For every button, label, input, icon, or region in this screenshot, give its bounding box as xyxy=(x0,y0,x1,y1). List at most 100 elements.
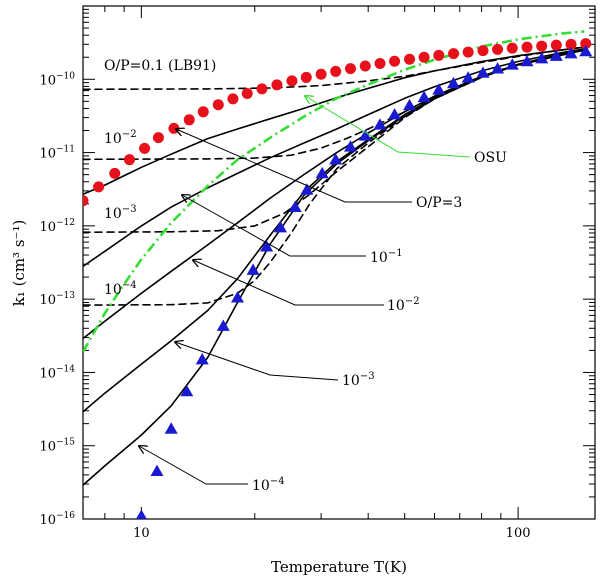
marker-circle xyxy=(492,43,504,55)
marker-circle xyxy=(374,58,386,70)
marker-triangle xyxy=(564,47,578,59)
marker-circle xyxy=(123,154,135,166)
marker-triangle xyxy=(461,71,475,83)
marker-circle xyxy=(550,39,562,51)
marker-triangle xyxy=(315,166,329,179)
marker-circle xyxy=(241,87,253,99)
label-arrow-1e-2: 10−2 xyxy=(387,296,420,314)
marker-triangle xyxy=(388,108,402,120)
marker-circle xyxy=(330,65,342,77)
marker-circle xyxy=(300,71,312,83)
marker-circle xyxy=(286,75,298,87)
marker-triangle xyxy=(180,385,194,397)
marker-circle xyxy=(565,38,577,50)
annotation-leaders xyxy=(139,96,471,485)
marker-circle xyxy=(462,46,474,58)
x-tick-label: 10 xyxy=(133,526,150,541)
marker-circle xyxy=(152,132,164,144)
series-line-6 xyxy=(83,49,586,161)
marker-circle xyxy=(536,40,548,52)
marker-circle xyxy=(580,38,592,50)
marker-triangle xyxy=(231,291,244,303)
y-tick-label: 10−11 xyxy=(39,145,75,162)
series-line-9 xyxy=(83,30,585,353)
marker-triangle xyxy=(195,353,209,365)
marker-triangle xyxy=(505,58,519,70)
annotations: O/P=0.1 (LB91) 10−2 10−3 10−4 OSU O/P=3 … xyxy=(104,58,507,494)
marker-triangle xyxy=(135,509,147,519)
y-tick-label: 10−13 xyxy=(39,291,75,308)
x-axis-title: Temperature T(K) xyxy=(271,558,407,576)
marker-triangle xyxy=(403,98,416,111)
curves xyxy=(83,30,586,486)
series-line-4 xyxy=(83,49,586,486)
y-tick-label: 10−14 xyxy=(39,364,75,381)
marker-circle xyxy=(418,51,430,63)
series-line-2 xyxy=(83,49,586,340)
marker-triangle xyxy=(329,153,343,165)
marker-circle xyxy=(404,53,416,65)
y-tick-label: 10−12 xyxy=(39,218,75,235)
marker-circle xyxy=(521,41,533,53)
marker-triangle xyxy=(447,76,460,89)
leader-1e-4 xyxy=(139,446,248,485)
marker-triangle xyxy=(358,129,372,141)
label-arrow-1e-4: 10−4 xyxy=(252,476,285,494)
marker-triangle xyxy=(432,83,446,95)
marker-circle xyxy=(139,142,151,154)
marker-circle xyxy=(168,122,180,134)
marker-circle xyxy=(93,181,105,193)
marker-circle xyxy=(477,45,489,57)
marker-triangle xyxy=(535,52,549,64)
marker-triangle xyxy=(274,221,287,233)
label-arrow-1e-3: 10−3 xyxy=(342,371,375,389)
marker-circle xyxy=(227,93,239,105)
label-dash-1e-4: 10−4 xyxy=(104,280,137,298)
marker-circle xyxy=(212,99,224,111)
markers xyxy=(83,38,593,519)
marker-circle xyxy=(83,195,89,207)
y-axis-title: k₁ (cm³ s⁻¹) xyxy=(10,220,28,307)
y-tick-label: 10−15 xyxy=(39,438,75,455)
x-tick-label: 100 xyxy=(506,526,531,541)
marker-triangle xyxy=(288,200,302,212)
marker-triangle xyxy=(373,118,387,130)
marker-triangle xyxy=(491,62,505,74)
marker-circle xyxy=(197,106,209,118)
leader-1e-3 xyxy=(175,342,339,381)
series-line-8 xyxy=(83,49,586,306)
series-line-0 xyxy=(83,46,586,195)
marker-circle xyxy=(389,55,401,67)
series-line-3 xyxy=(83,49,586,413)
leader-osu xyxy=(305,96,471,158)
marker-triangle xyxy=(260,240,274,252)
marker-circle xyxy=(256,83,268,95)
marker-triangle xyxy=(476,66,490,78)
marker-triangle xyxy=(300,183,314,195)
marker-circle xyxy=(183,114,195,126)
marker-circle xyxy=(271,79,283,91)
marker-circle xyxy=(448,48,460,60)
leader-op3 xyxy=(176,129,412,203)
marker-circle xyxy=(315,68,327,80)
y-tick-label: 10−10 xyxy=(39,71,75,88)
leader-1e-1 xyxy=(182,195,366,257)
marker-triangle xyxy=(150,464,164,476)
marker-triangle xyxy=(579,44,593,57)
marker-triangle xyxy=(549,49,563,61)
marker-triangle xyxy=(520,55,534,67)
marker-triangle xyxy=(246,263,260,275)
label-op3: O/P=3 xyxy=(416,195,462,211)
marker-triangle xyxy=(216,319,230,331)
plot-frame xyxy=(82,5,596,520)
marker-triangle xyxy=(344,140,357,152)
marker-circle xyxy=(359,60,371,72)
marker-triangle xyxy=(164,422,178,434)
label-dash-1e-2: 10−2 xyxy=(104,129,137,147)
y-tick-label: 10−16 xyxy=(39,511,75,528)
marker-circle xyxy=(344,63,356,75)
label-dash-1e-3: 10−3 xyxy=(104,204,137,222)
marker-circle xyxy=(109,167,121,179)
marker-circle xyxy=(506,42,518,54)
